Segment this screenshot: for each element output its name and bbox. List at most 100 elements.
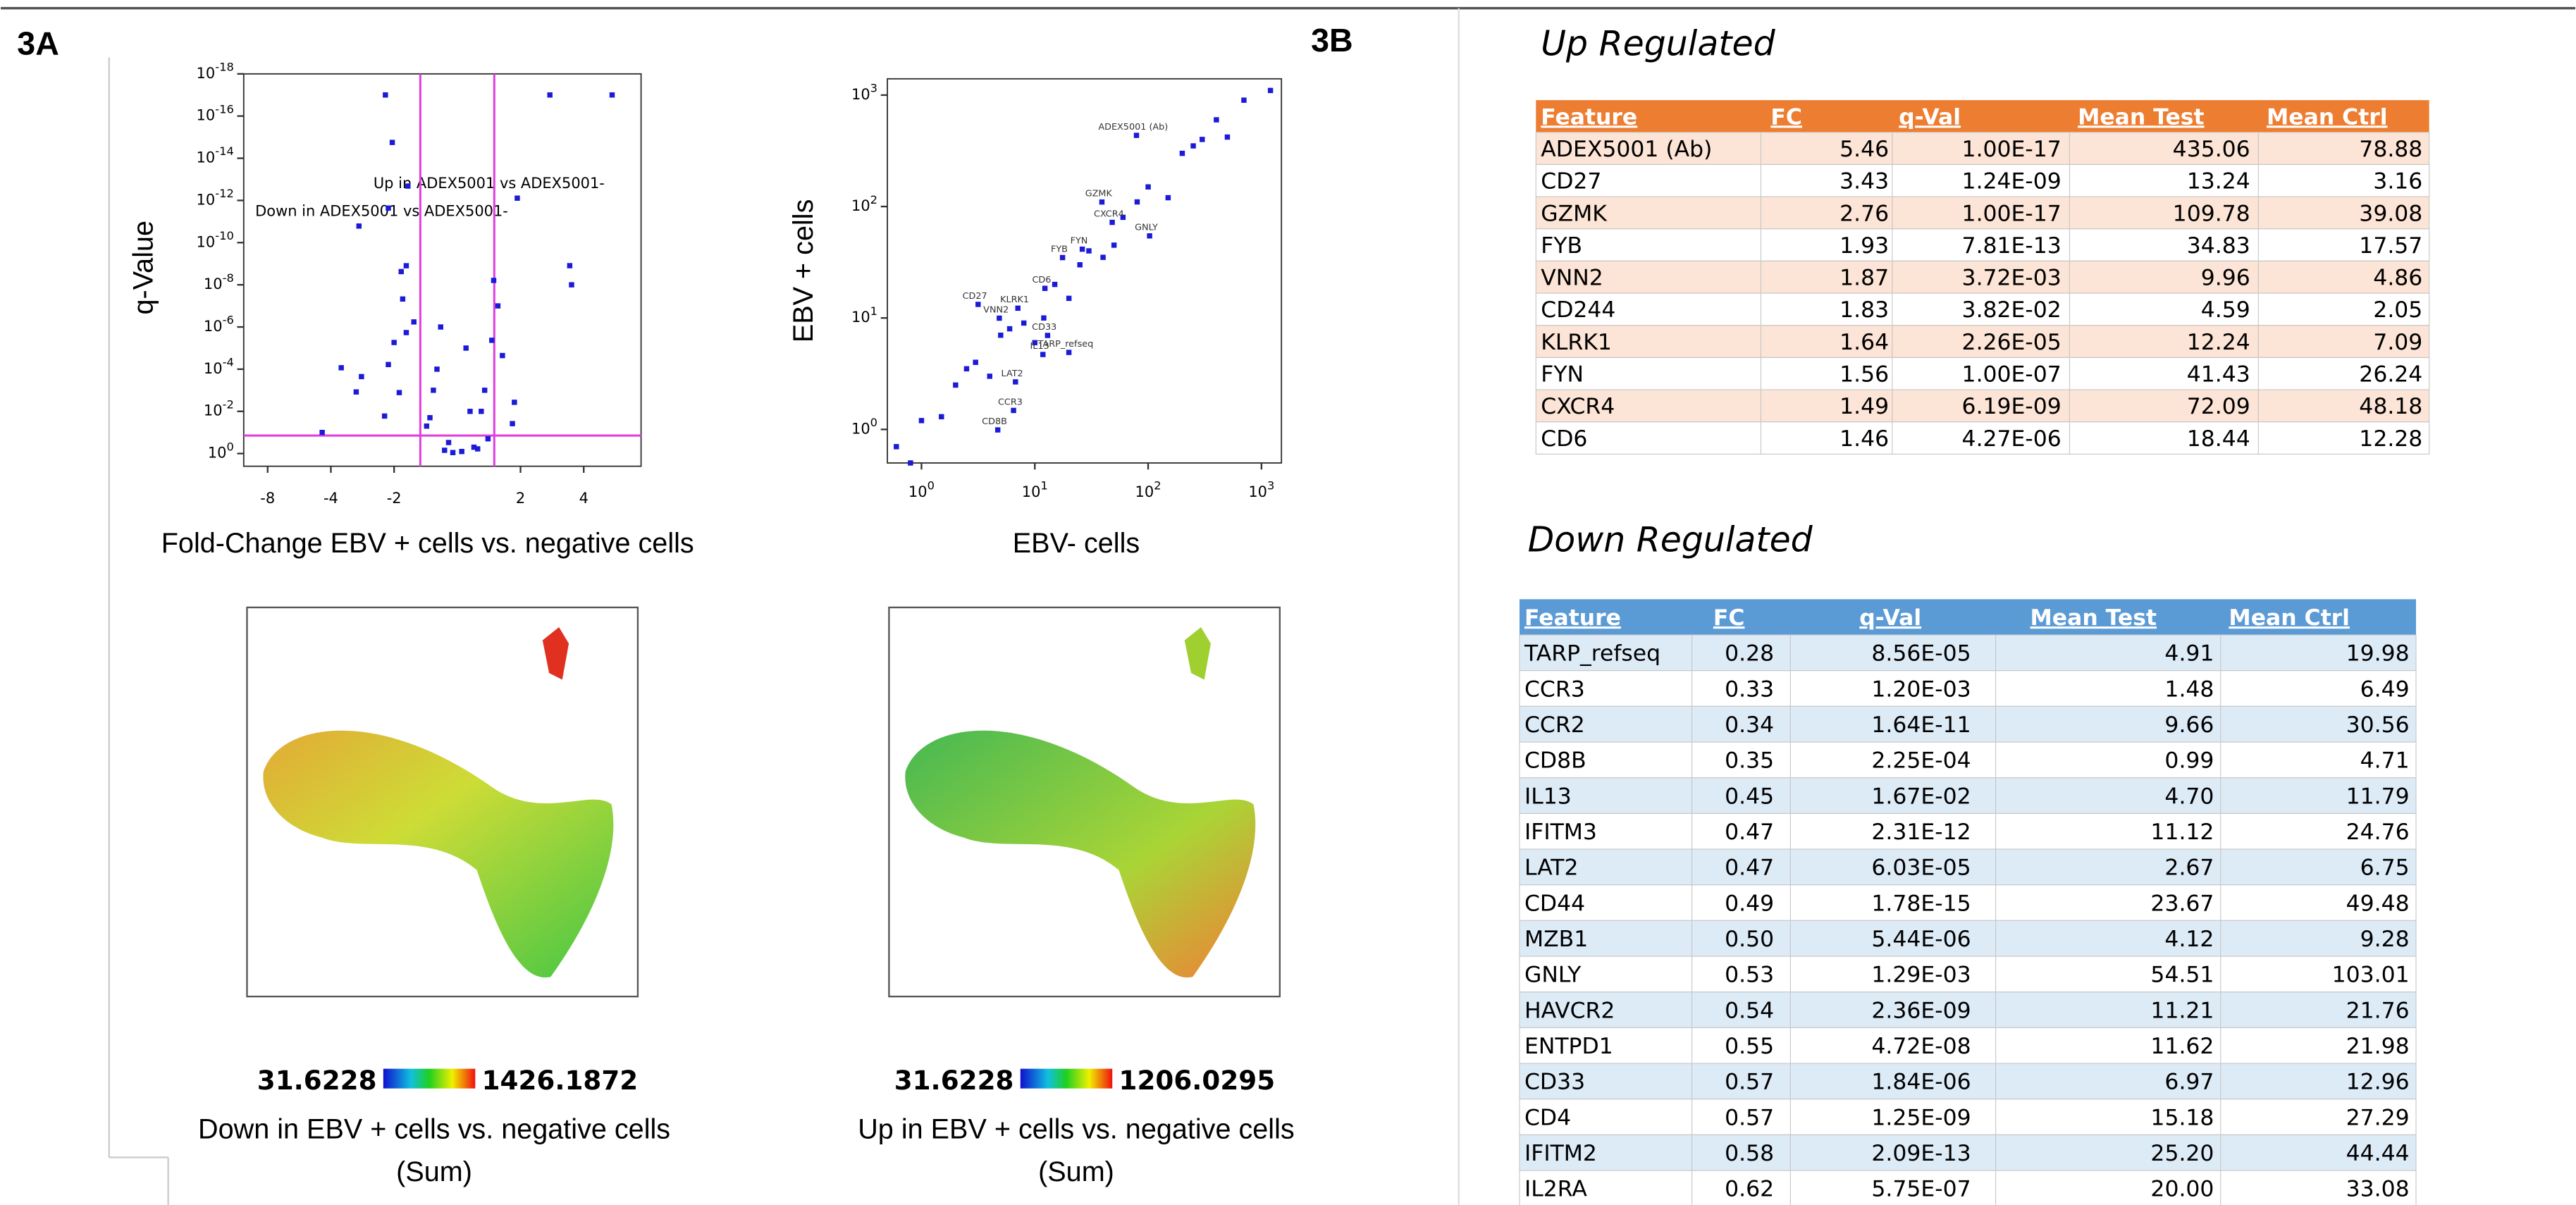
data-point [403, 263, 409, 268]
tick-label: 10-18 [197, 60, 234, 82]
table-cell: 1.93 [1839, 233, 1889, 259]
colorbar [383, 1068, 476, 1089]
annotation: Up in ADEX5001 vs ADEX5001- [374, 175, 605, 192]
data-point [953, 382, 959, 388]
table-cell: 6.75 [2360, 855, 2410, 881]
table-cell: 72.09 [2187, 394, 2250, 419]
table-cell: 27.29 [2346, 1105, 2410, 1130]
table-row [1535, 389, 2430, 423]
table-cell: CD244 [1541, 297, 1615, 323]
table-cell: 1.25E-09 [1871, 1105, 1971, 1130]
table-row [1535, 163, 2430, 197]
table-cell: 0.33 [1725, 676, 1774, 702]
column-header: q-Val [1899, 104, 1961, 130]
table-cell: 34.83 [2187, 233, 2250, 259]
tick-label: 10-2 [204, 397, 234, 419]
data-point [994, 427, 1001, 433]
umap-cloud [905, 730, 1256, 978]
annotation: Down in ADEX5001 vs ADEX5001- [255, 203, 508, 220]
table-cell: FYN [1541, 362, 1584, 388]
point-label: GZMK [1085, 189, 1113, 199]
table-cell: 17.57 [2359, 233, 2422, 259]
data-point [1165, 194, 1171, 201]
point-label: CD6 [1032, 275, 1051, 285]
table-cell: 4.70 [2164, 784, 2214, 809]
table-cell: 0.35 [1725, 748, 1774, 774]
table-cell: 0.47 [1725, 820, 1774, 845]
tick-label: 100 [851, 416, 877, 438]
table-cell: 0.54 [1725, 998, 1774, 1023]
table-cell: 6.03E-05 [1871, 855, 1971, 881]
table-cell: CD6 [1541, 426, 1587, 452]
data-point [987, 373, 992, 379]
tick-exponent: -12 [215, 187, 234, 200]
data-point [1032, 340, 1037, 346]
data-point [510, 421, 515, 426]
point-label: FYN [1071, 235, 1088, 246]
point-label: GNLY [1135, 223, 1158, 233]
table-row [1519, 920, 2417, 957]
table-cell: 0.34 [1725, 712, 1774, 738]
table-cell: 2.26E-05 [1962, 330, 2062, 355]
table-cell: 9.28 [2360, 927, 2410, 952]
data-point [471, 444, 477, 450]
table-row [1519, 705, 2417, 743]
table-cell: LAT2 [1524, 855, 1579, 881]
tick-label: 2 [516, 490, 525, 507]
table-cell: 1.78E-15 [1871, 891, 1971, 916]
table-cell: 41.43 [2187, 362, 2250, 388]
tick-base: 10 [204, 402, 223, 419]
table-cell: 9.96 [2201, 266, 2250, 291]
column-header: FC [1713, 605, 1745, 631]
table-cell: 11.21 [2150, 998, 2214, 1023]
tick-exponent: -4 [223, 355, 234, 369]
data-point [481, 388, 488, 393]
table-cell: 103.01 [2332, 963, 2410, 988]
table-cell: 4.72E-08 [1871, 1034, 1971, 1059]
column-header: Mean Ctrl [2267, 104, 2388, 130]
column-header: Feature [1524, 605, 1621, 631]
data-point [1100, 254, 1106, 260]
data-point [442, 447, 448, 453]
data-point [939, 414, 944, 420]
data-point [463, 345, 469, 351]
tick-exponent: 2 [1154, 478, 1161, 492]
point-label: TARP_refseq [1037, 339, 1094, 350]
table-cell: 12.28 [2359, 426, 2422, 452]
table-title: Up Regulated [1541, 24, 1775, 64]
table-cell: 1.49 [1839, 394, 1889, 419]
tick-base: 10 [1022, 483, 1041, 500]
table-cell: 0.45 [1725, 784, 1774, 809]
table-cell: 21.98 [2346, 1034, 2410, 1059]
table-cell: 3.82E-02 [1962, 297, 2062, 323]
data-point [495, 303, 501, 309]
table-cell: 0.57 [1725, 1070, 1774, 1095]
tick-base: 10 [1248, 483, 1267, 500]
data-point [894, 444, 899, 450]
data-point [1133, 132, 1140, 138]
table-cell: 1.64E-11 [1871, 712, 1971, 738]
table-cell: 0.49 [1725, 891, 1774, 916]
tick-base: 10 [851, 86, 870, 103]
data-point [1134, 199, 1140, 205]
table-cell: 4.59 [2201, 297, 2250, 323]
table-cell: GNLY [1524, 963, 1582, 988]
colorbar-min: 31.6228 [257, 1065, 377, 1096]
data-point [1066, 350, 1072, 355]
data-point [1145, 184, 1151, 190]
table-row [1535, 421, 2430, 455]
table-cell: 48.18 [2359, 394, 2422, 419]
y-axis-label: q-Value [128, 221, 159, 315]
data-point [383, 92, 388, 98]
colorbar-max: 1426.1872 [482, 1065, 639, 1096]
data-point [1224, 134, 1231, 140]
tick-exponent: -14 [215, 144, 234, 158]
data-point [547, 92, 553, 98]
data-point [1040, 352, 1046, 357]
table-cell: 0.53 [1725, 963, 1774, 988]
point-label: KLRK1 [1000, 295, 1029, 305]
table-cell: 3.16 [2373, 169, 2422, 194]
tick-exponent: -6 [223, 313, 234, 326]
table-cell: 78.88 [2359, 137, 2422, 162]
